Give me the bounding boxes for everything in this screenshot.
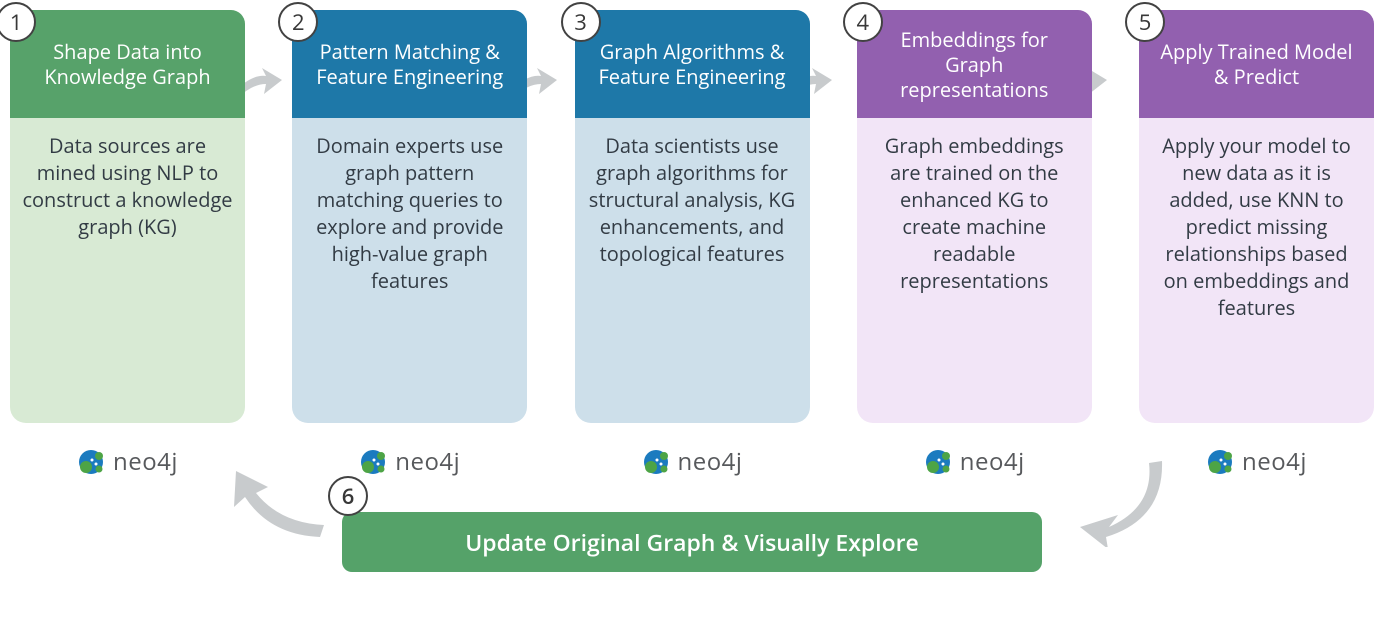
step-title: Pattern Matching & Feature Engineering — [292, 10, 527, 118]
step-body: Apply your model to new data as it is ad… — [1139, 118, 1374, 423]
bottom-step-bar: 6 Update Original Graph & Visually Explo… — [342, 512, 1042, 572]
neo4j-logo-text: neo4j — [113, 445, 178, 478]
step-body: Graph embeddings are trained on the enha… — [857, 118, 1092, 423]
logo-cell: neo4j — [1139, 445, 1374, 478]
step-title: Shape Data into Knowledge Graph — [10, 10, 245, 118]
logos-row: neo4j neo4j neo4j neo4j — [0, 423, 1384, 478]
neo4j-icon — [924, 447, 954, 477]
step-badge: 6 — [328, 476, 368, 516]
neo4j-logo: neo4j — [642, 445, 743, 478]
step-title: Apply Trained Model & Predict — [1139, 10, 1374, 118]
arrow-loop-right — [1054, 457, 1174, 547]
step-badge: 3 — [561, 2, 601, 42]
neo4j-logo-text: neo4j — [395, 445, 460, 478]
arrow-loop-left — [210, 457, 330, 547]
step-title: Graph Algorithms & Feature Engineering — [575, 10, 810, 118]
neo4j-logo: neo4j — [1206, 445, 1307, 478]
step-badge: 2 — [278, 2, 318, 42]
neo4j-logo: neo4j — [359, 445, 460, 478]
step-body: Data scientists use graph algorithms for… — [575, 118, 810, 423]
step-badge: 5 — [1125, 2, 1165, 42]
neo4j-logo-text: neo4j — [1242, 445, 1307, 478]
neo4j-icon — [359, 447, 389, 477]
neo4j-logo: neo4j — [924, 445, 1025, 478]
step-title: Embeddings for Graph representations — [857, 10, 1092, 118]
neo4j-icon — [77, 447, 107, 477]
step-badge: 4 — [843, 2, 883, 42]
neo4j-logo-text: neo4j — [678, 445, 743, 478]
step-card-2: 2 Pattern Matching & Feature Engineering… — [292, 10, 527, 423]
neo4j-logo-text: neo4j — [960, 445, 1025, 478]
steps-row: 1 Shape Data into Knowledge Graph Data s… — [0, 0, 1384, 423]
neo4j-logo: neo4j — [77, 445, 178, 478]
step-card-1: 1 Shape Data into Knowledge Graph Data s… — [10, 10, 245, 423]
bottom-bar-wrap: 6 Update Original Graph & Visually Explo… — [0, 512, 1384, 572]
logo-cell: neo4j — [575, 445, 810, 478]
step-card-3: 3 Graph Algorithms & Feature Engineering… — [575, 10, 810, 423]
step-body: Domain experts use graph pattern matchin… — [292, 118, 527, 423]
step-card-5: 5 Apply Trained Model & Predict Apply yo… — [1139, 10, 1374, 423]
neo4j-icon — [1206, 447, 1236, 477]
bottom-step-label: Update Original Graph & Visually Explore — [465, 526, 919, 558]
step-body: Data sources are mined using NLP to cons… — [10, 118, 245, 423]
step-card-4: 4 Embeddings for Graph representations G… — [857, 10, 1092, 423]
neo4j-icon — [642, 447, 672, 477]
